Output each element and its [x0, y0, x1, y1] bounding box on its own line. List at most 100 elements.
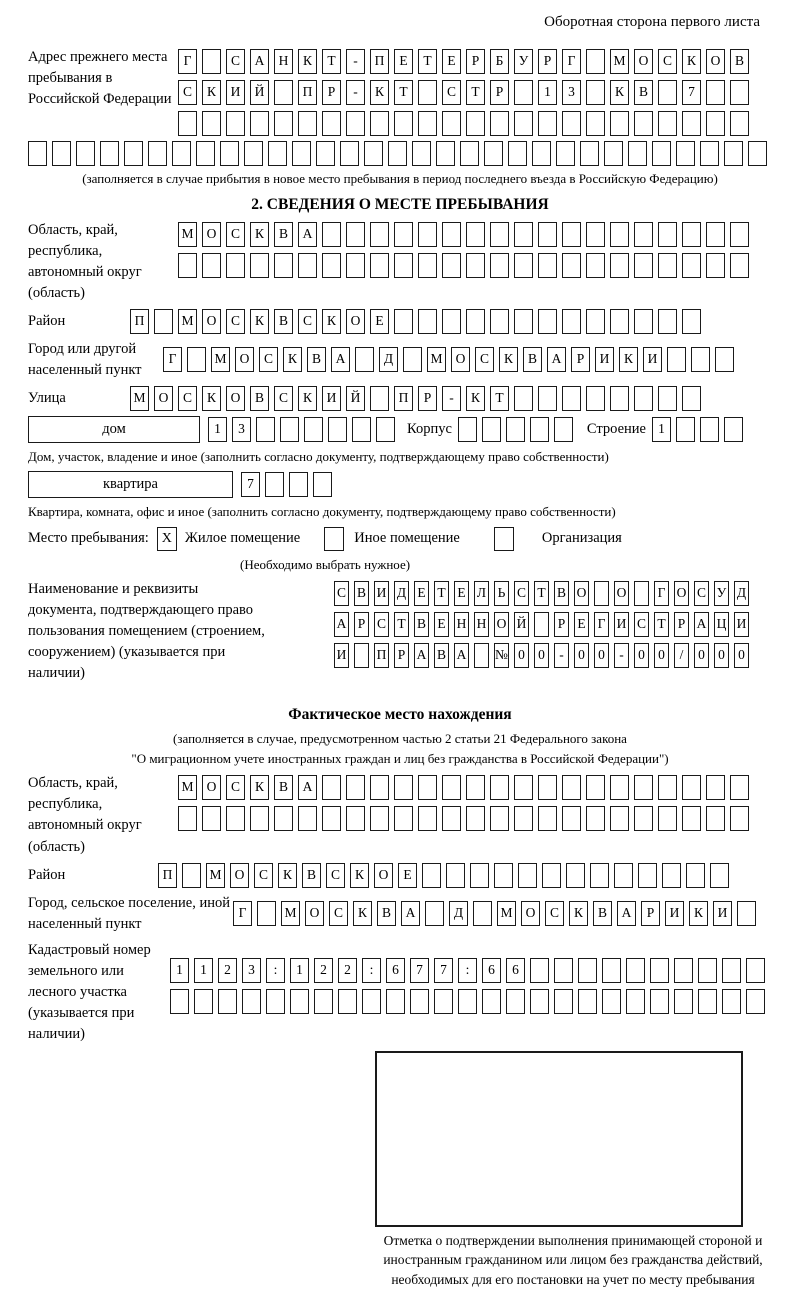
- char-box[interactable]: П: [370, 49, 389, 74]
- char-box[interactable]: Р: [466, 49, 485, 74]
- char-box[interactable]: [265, 472, 284, 498]
- char-box[interactable]: С: [334, 581, 349, 607]
- char-box[interactable]: [182, 862, 201, 888]
- char-box[interactable]: [706, 221, 725, 247]
- char-box[interactable]: [490, 308, 509, 334]
- char-box[interactable]: 0: [574, 643, 589, 669]
- char-box[interactable]: В: [302, 862, 321, 888]
- char-box[interactable]: [638, 862, 657, 888]
- char-box[interactable]: С: [178, 80, 197, 105]
- char-box[interactable]: [674, 988, 693, 1014]
- char-box[interactable]: [730, 221, 749, 247]
- char-box[interactable]: [553, 416, 573, 442]
- char-box[interactable]: К: [283, 347, 302, 373]
- char-box[interactable]: [434, 988, 453, 1014]
- char-box[interactable]: С: [226, 49, 245, 74]
- char-box[interactable]: Т: [490, 385, 509, 411]
- char-box[interactable]: Й: [250, 80, 269, 105]
- char-box[interactable]: [346, 111, 365, 136]
- char-box[interactable]: [562, 775, 581, 801]
- char-box[interactable]: Р: [354, 612, 369, 638]
- char-box[interactable]: С: [545, 901, 564, 927]
- char-box[interactable]: А: [401, 901, 420, 927]
- char-box[interactable]: [682, 775, 701, 801]
- char-box[interactable]: 1: [538, 80, 557, 105]
- char-box[interactable]: Т: [654, 612, 669, 638]
- char-box[interactable]: П: [394, 385, 413, 411]
- char-box[interactable]: [394, 806, 413, 832]
- char-box[interactable]: [322, 221, 341, 247]
- char-box[interactable]: [698, 988, 717, 1014]
- char-box[interactable]: [658, 221, 677, 247]
- char-box[interactable]: [394, 221, 413, 247]
- char-box[interactable]: [298, 111, 317, 136]
- char-box[interactable]: [562, 111, 581, 136]
- char-box[interactable]: К: [250, 308, 269, 334]
- char-box[interactable]: И: [374, 581, 389, 607]
- char-box[interactable]: Т: [394, 80, 413, 105]
- char-box[interactable]: [418, 806, 437, 832]
- char-box[interactable]: [370, 775, 389, 801]
- char-box[interactable]: [610, 308, 629, 334]
- char-box[interactable]: К: [322, 308, 341, 334]
- char-box[interactable]: А: [298, 221, 317, 247]
- char-box[interactable]: [746, 988, 765, 1014]
- char-box[interactable]: О: [235, 347, 254, 373]
- char-box[interactable]: М: [610, 49, 629, 74]
- char-box[interactable]: [706, 111, 725, 136]
- char-box[interactable]: [466, 806, 485, 832]
- char-box[interactable]: [706, 775, 725, 801]
- char-box[interactable]: [610, 775, 629, 801]
- char-box[interactable]: О: [226, 385, 245, 411]
- char-box[interactable]: Д: [379, 347, 398, 373]
- char-box[interactable]: [436, 141, 455, 166]
- char-box[interactable]: [730, 806, 749, 832]
- char-box[interactable]: [170, 988, 189, 1014]
- char-box[interactable]: [634, 252, 653, 278]
- char-box[interactable]: [686, 862, 705, 888]
- char-box[interactable]: У: [714, 581, 729, 607]
- char-box[interactable]: [304, 416, 323, 442]
- char-box[interactable]: [100, 141, 119, 166]
- char-box[interactable]: [586, 49, 605, 74]
- char-box[interactable]: [274, 252, 293, 278]
- char-box[interactable]: Т: [466, 80, 485, 105]
- char-box[interactable]: [505, 416, 525, 442]
- char-box[interactable]: [178, 806, 197, 832]
- char-box[interactable]: С: [226, 221, 245, 247]
- char-box[interactable]: [394, 775, 413, 801]
- char-box[interactable]: [346, 775, 365, 801]
- char-box[interactable]: К: [353, 901, 372, 927]
- char-box[interactable]: [280, 416, 299, 442]
- char-box[interactable]: [313, 472, 332, 498]
- char-box[interactable]: [473, 901, 492, 927]
- char-box[interactable]: В: [414, 612, 429, 638]
- char-box[interactable]: [202, 252, 221, 278]
- char-box[interactable]: [370, 111, 389, 136]
- char-box[interactable]: [418, 111, 437, 136]
- char-box[interactable]: [490, 111, 509, 136]
- char-box[interactable]: [667, 347, 686, 373]
- char-box[interactable]: О: [674, 581, 689, 607]
- char-box[interactable]: [532, 141, 551, 166]
- char-box[interactable]: [602, 957, 621, 983]
- char-box[interactable]: О: [706, 49, 725, 74]
- char-box[interactable]: [700, 141, 719, 166]
- char-box[interactable]: К: [569, 901, 588, 927]
- char-box[interactable]: К: [499, 347, 518, 373]
- char-box[interactable]: 2: [218, 957, 237, 983]
- char-box[interactable]: [706, 806, 725, 832]
- char-box[interactable]: [650, 957, 669, 983]
- char-box[interactable]: В: [274, 308, 293, 334]
- char-box[interactable]: 2: [314, 957, 333, 983]
- char-box[interactable]: [314, 988, 333, 1014]
- char-box[interactable]: [529, 416, 549, 442]
- char-box[interactable]: [682, 221, 701, 247]
- char-box[interactable]: С: [329, 901, 348, 927]
- char-box[interactable]: О: [614, 581, 629, 607]
- char-box[interactable]: [242, 988, 261, 1014]
- char-box[interactable]: [274, 80, 293, 105]
- char-box[interactable]: [388, 141, 407, 166]
- char-box[interactable]: [514, 806, 533, 832]
- char-box[interactable]: -: [346, 80, 365, 105]
